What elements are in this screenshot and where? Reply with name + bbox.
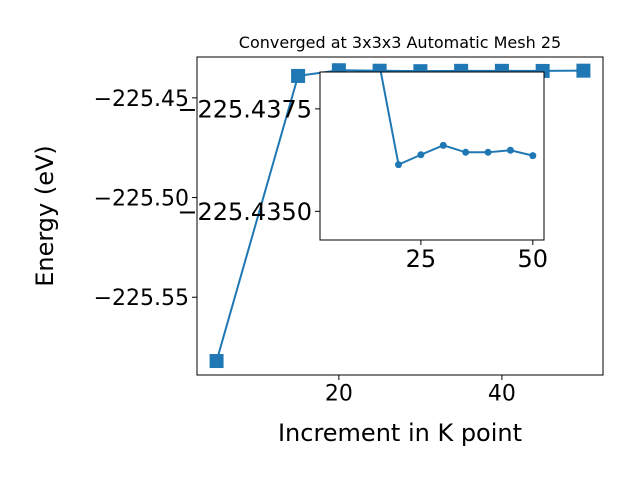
marker — [439, 141, 447, 149]
marker — [209, 354, 224, 369]
marker — [529, 152, 537, 160]
chart-title: Converged at 3x3x3 Automatic Mesh 25 — [239, 33, 561, 52]
y-tick-label: −225.4350 — [177, 198, 312, 226]
plot-series — [379, 72, 537, 169]
marker — [484, 148, 492, 156]
y-tick-label: −225.55 — [94, 286, 189, 311]
marker — [417, 151, 425, 159]
x-tick-label: 50 — [518, 245, 549, 273]
x-tick-label: 25 — [406, 245, 437, 273]
x-tick-label: 40 — [488, 382, 516, 407]
y-tick-label: −225.4375 — [177, 96, 312, 124]
marker — [506, 146, 514, 154]
plot-area — [320, 72, 544, 240]
x-tick-label: 20 — [325, 382, 353, 407]
axes-frame — [196, 56, 604, 376]
marker — [576, 63, 591, 78]
marker — [291, 68, 306, 83]
y-axis-label: Energy (eV) — [31, 145, 59, 287]
y-tick-label: −225.50 — [94, 186, 189, 211]
y-tick-label: −225.45 — [94, 87, 189, 112]
marker — [462, 148, 470, 156]
axes-frame — [319, 71, 545, 241]
marker — [395, 161, 403, 169]
x-axis-label: Increment in K point — [278, 419, 522, 447]
